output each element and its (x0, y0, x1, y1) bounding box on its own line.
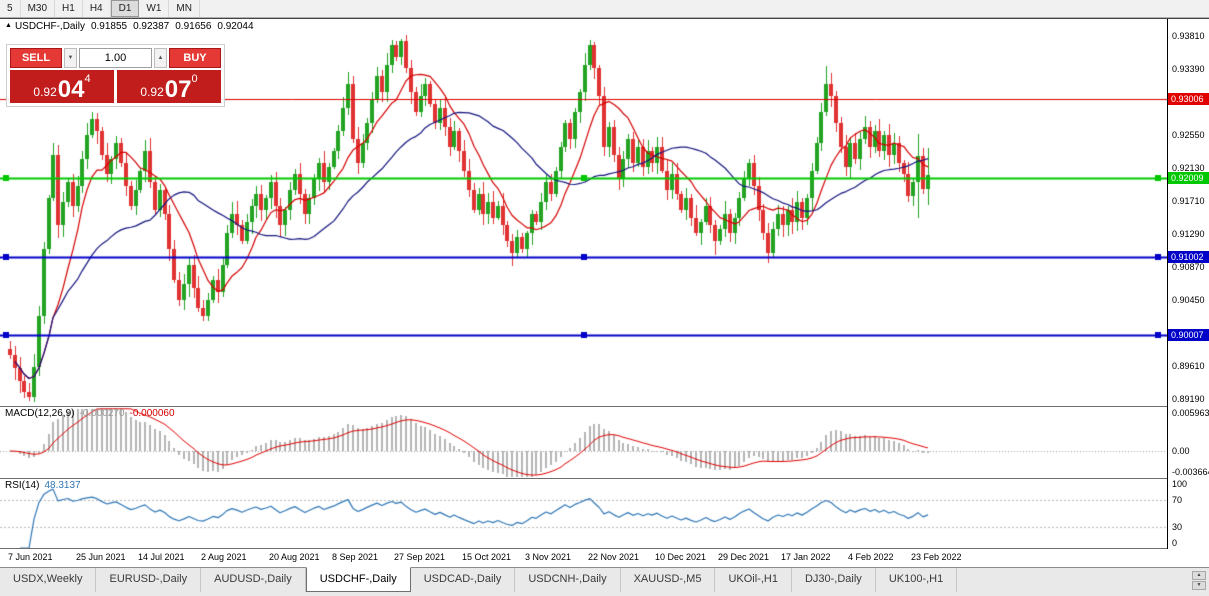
buy-price-display[interactable]: 0.92 07 0 (117, 70, 221, 103)
buy-button[interactable]: BUY (169, 48, 221, 68)
price-axis-tick: 0.92130 (1172, 163, 1205, 173)
price-axis-tick: 0.90450 (1172, 295, 1205, 305)
chart-symbol-label: USDCHF-,Daily (14, 21, 85, 32)
tab-usdcnh-daily[interactable]: USDCNH-,Daily (515, 568, 621, 592)
volume-increase-button[interactable]: ▲ (154, 48, 167, 68)
price-axis-tick: 0.93810 (1172, 31, 1205, 41)
date-axis-label: 23 Feb 2022 (911, 552, 962, 562)
volume-input[interactable] (79, 48, 152, 68)
macd-panel-canvas[interactable] (0, 407, 1167, 478)
period-button-mn[interactable]: MN (169, 0, 200, 17)
date-axis-label: 10 Dec 2021 (655, 552, 707, 562)
price-level-badge: 0.93006 (1168, 93, 1209, 105)
date-axis-label: 4 Feb 2022 (848, 552, 894, 562)
tab-ukoil-h1[interactable]: UKOil-,H1 (715, 568, 792, 592)
date-axis-label: 8 Sep 2021 (332, 552, 379, 562)
date-axis-label: 29 Dec 2021 (718, 552, 770, 562)
macd-axis-tick: 0.005963 (1172, 408, 1209, 418)
period-button-w1[interactable]: W1 (139, 0, 170, 17)
chart-tabs: USDX,Weekly EURUSD-,Daily AUDUSD-,Daily USD… (0, 567, 1209, 592)
sell-button[interactable]: SELL (10, 48, 62, 68)
period-button-m30[interactable]: M30 (21, 0, 56, 17)
price-axis-tick: 0.90870 (1172, 262, 1205, 272)
rsi-name: RSI(14) (5, 480, 40, 491)
chart-marker-icon: ▲ (5, 22, 12, 29)
status-strip (0, 592, 1209, 596)
macd-signal-value: -0.000060 (129, 408, 175, 419)
price-level-badge: 0.92009 (1168, 172, 1209, 184)
tab-dj30-daily[interactable]: DJ30-,Daily (791, 568, 876, 592)
date-axis-label: 27 Sep 2021 (394, 552, 446, 562)
macd-name: MACD(12,26,9) (5, 408, 75, 419)
macd-axis-tick: -0.003664 (1172, 467, 1209, 477)
date-axis-label: 20 Aug 2021 (269, 552, 320, 562)
buy-price-big-digits: 07 (164, 76, 192, 103)
tab-uk100-h1[interactable]: UK100-,H1 (875, 568, 958, 592)
timeframe-toolbar: 5 M30 H1 H4 D1 W1 MN (0, 0, 1209, 18)
rsi-axis-tick: 30 (1172, 522, 1183, 532)
tab-usdx-weekly[interactable]: USDX,Weekly (0, 568, 97, 592)
tab-scroll-control: ▲ ▼ (1192, 571, 1206, 590)
chart-window: ▲ USDCHF-,Daily 0.91855 0.92387 0.91656 0.920… (0, 18, 1209, 596)
price-axis-tick: 0.89190 (1172, 394, 1205, 404)
price-axis[interactable]: 0.938100.933900.929700.925500.921300.917… (1167, 19, 1209, 549)
ohlc-close: 0.92044 (217, 21, 254, 32)
tab-usdchf-daily[interactable]: USDCHF-,Daily (305, 567, 411, 592)
rsi-label: RSI(14) 48.3137 (5, 480, 81, 491)
buy-price-pipette: 0 (191, 73, 198, 85)
time-axis[interactable]: 7 Jun 2021 25 Jun 2021 14 Jul 2021 2 Aug 20… (0, 549, 1209, 567)
date-axis-label: 15 Oct 2021 (462, 552, 512, 562)
volume-decrease-button[interactable]: ▼ (64, 48, 77, 68)
sell-price-prefix: 0.92 (33, 85, 57, 99)
price-axis-tick: 0.93390 (1172, 64, 1205, 74)
ohlc-low: 0.91656 (175, 21, 212, 32)
price-axis-tick: 0.92550 (1172, 130, 1205, 140)
chart-tab-bar: USDX,Weekly EURUSD-,Daily AUDUSD-,Daily USD… (0, 567, 1209, 592)
price-axis-tick: 0.89610 (1172, 361, 1205, 371)
tab-audusd-daily[interactable]: AUDUSD-,Daily (201, 568, 306, 592)
macd-axis-tick: 0.00 (1172, 446, 1190, 456)
date-axis-label: 3 Nov 2021 (525, 552, 572, 562)
date-axis-label: 2 Aug 2021 (201, 552, 247, 562)
period-button-d1[interactable]: D1 (110, 0, 140, 17)
tab-scroll-down-button[interactable]: ▼ (1192, 581, 1206, 590)
tab-scroll-up-button[interactable]: ▲ (1192, 571, 1206, 580)
date-axis-label: 25 Jun 2021 (76, 552, 126, 562)
date-axis-label: 17 Jan 2022 (781, 552, 831, 562)
buy-price-prefix: 0.92 (140, 85, 164, 99)
macd-main-value: -0.000270 (79, 408, 125, 419)
sell-price-pipette: 4 (84, 73, 91, 85)
sell-price-display[interactable]: 0.92 04 4 (10, 70, 114, 103)
date-axis-label: 7 Jun 2021 (8, 552, 53, 562)
tab-eurusd-daily[interactable]: EURUSD-,Daily (96, 568, 202, 592)
period-button-h1[interactable]: H1 (55, 0, 83, 17)
ohlc-high: 0.92387 (133, 21, 170, 32)
date-axis-label: 22 Nov 2021 (588, 552, 640, 562)
tab-xauusd-m5[interactable]: XAUUSD-,M5 (620, 568, 716, 592)
rsi-panel-canvas[interactable] (0, 479, 1167, 548)
one-click-trading-panel: SELL ▼ ▲ BUY 0.92 04 4 0.92 07 0 (6, 44, 225, 107)
date-axis-label: 14 Jul 2021 (138, 552, 185, 562)
tab-usdcad-daily[interactable]: USDCAD-,Daily (410, 568, 516, 592)
panel-splitter[interactable] (0, 478, 1209, 479)
price-level-badge: 0.91002 (1168, 251, 1209, 263)
price-axis-tick: 0.91710 (1172, 196, 1205, 206)
sell-price-big-digits: 04 (57, 76, 85, 103)
ohlc-open: 0.91855 (90, 21, 128, 32)
rsi-axis-tick: 100 (1172, 479, 1188, 489)
rsi-axis-tick: 0 (1172, 538, 1178, 548)
panel-splitter[interactable] (0, 548, 1209, 549)
period-button-5[interactable]: 5 (0, 0, 21, 17)
period-button-h4[interactable]: H4 (83, 0, 111, 17)
panel-splitter[interactable] (0, 406, 1209, 407)
price-level-badge: 0.90007 (1168, 329, 1209, 341)
price-axis-tick: 0.91290 (1172, 229, 1205, 239)
macd-label: MACD(12,26,9) -0.000270 -0.000060 (5, 408, 175, 419)
chart-ohlc-header: ▲ USDCHF-,Daily 0.91855 0.92387 0.91656 0.920… (5, 21, 254, 32)
rsi-value: 48.3137 (44, 480, 81, 491)
rsi-axis-tick: 70 (1172, 495, 1183, 505)
